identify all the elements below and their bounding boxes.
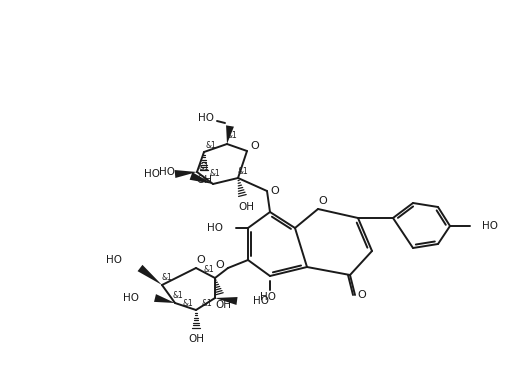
Text: &1: &1 [210,170,220,179]
Text: HO: HO [159,167,175,177]
Text: &1: &1 [183,298,193,307]
Text: HO: HO [253,296,269,306]
Text: &1: &1 [206,140,217,149]
Text: HO: HO [482,221,498,231]
Text: &1: &1 [198,163,209,172]
Text: OH: OH [238,202,254,212]
Text: &1: &1 [227,131,237,140]
Text: OH: OH [196,175,212,185]
Text: O: O [251,141,260,151]
Polygon shape [154,294,175,303]
Text: &1: &1 [238,167,248,176]
Text: HO: HO [144,169,160,179]
Text: HO: HO [123,293,139,303]
Text: OH: OH [188,334,204,344]
Text: &1: &1 [162,273,172,282]
Polygon shape [215,297,238,305]
Text: &1: &1 [204,266,214,275]
Text: &1: &1 [202,298,212,307]
Polygon shape [226,125,234,144]
Text: O: O [215,260,224,270]
Text: OH: OH [215,300,231,310]
Text: O: O [197,255,205,265]
Text: &1: &1 [172,291,183,300]
Polygon shape [175,170,197,178]
Polygon shape [138,265,162,285]
Text: HO: HO [106,255,122,265]
Text: O: O [357,290,366,300]
Text: HO: HO [198,113,214,123]
Text: O: O [319,196,327,206]
Text: O: O [270,186,279,196]
Text: HO: HO [207,223,223,233]
Text: HO: HO [260,292,276,302]
Polygon shape [190,172,213,184]
